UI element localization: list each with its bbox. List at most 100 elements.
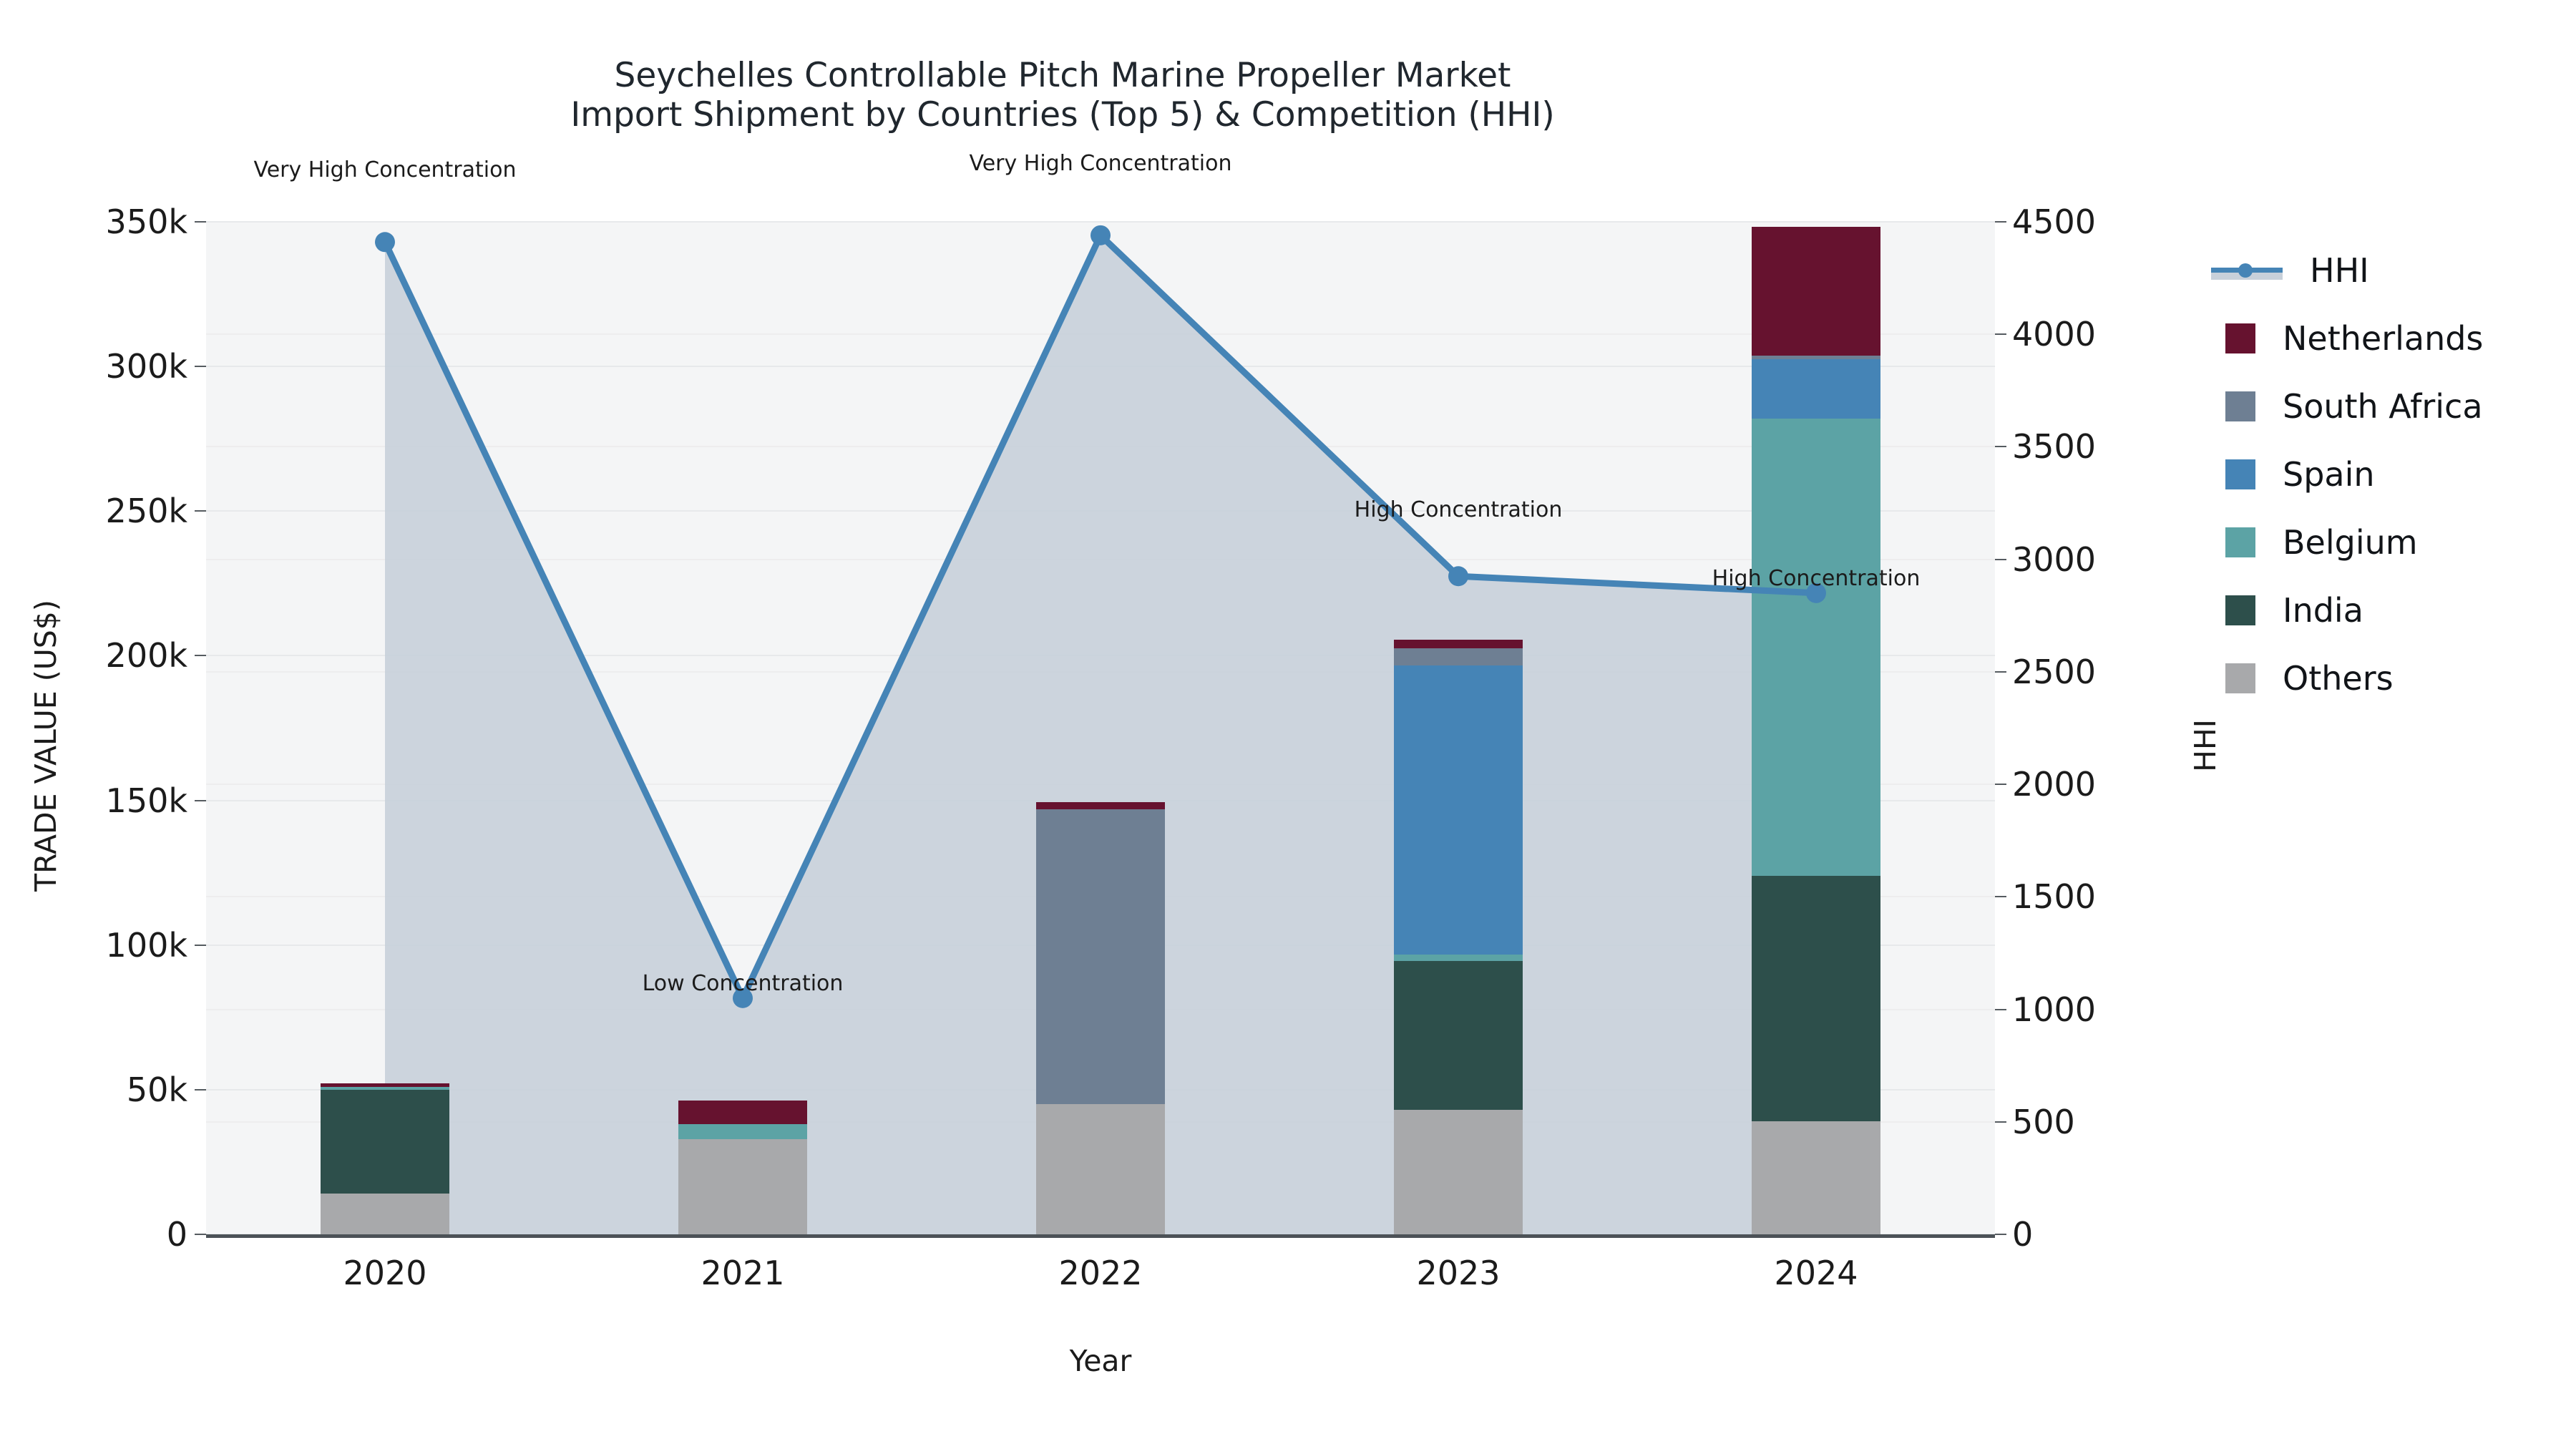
gridline [206, 221, 1995, 223]
y-axis-left-tick-label: 250k [105, 492, 187, 531]
legend-item-south-africa[interactable]: South Africa [2211, 372, 2555, 440]
y-axis-right-tick-mark [1995, 1008, 2006, 1010]
bar-segment-netherlands[interactable] [678, 1100, 807, 1125]
y-axis-right-tick-label: 2000 [2012, 765, 2097, 804]
y-axis-left-tick-mark [195, 221, 206, 223]
bar-segment-india[interactable] [321, 1089, 449, 1194]
bar-2022[interactable] [1036, 222, 1165, 1234]
hhi-marker-2022[interactable] [1091, 225, 1111, 245]
legend-item-hhi[interactable]: HHI [2211, 236, 2555, 304]
bar-2023[interactable] [1394, 222, 1523, 1234]
y-axis-left-tick-label: 50k [126, 1070, 187, 1109]
bar-segment-netherlands[interactable] [1036, 802, 1165, 809]
legend-item-netherlands[interactable]: Netherlands [2211, 304, 2555, 372]
hhi-marker-2020[interactable] [375, 232, 395, 253]
legend-label: India [2283, 590, 2363, 630]
bar-segment-others[interactable] [1394, 1110, 1523, 1234]
legend-label: Netherlands [2283, 318, 2484, 358]
y-axis-right-tick-mark [1995, 1234, 2006, 1235]
y-axis-left-tick-mark [195, 510, 206, 512]
y-axis-left-tick-label: 150k [105, 781, 187, 820]
bar-segment-others[interactable] [1036, 1104, 1165, 1234]
legend-item-spain[interactable]: Spain [2211, 440, 2555, 508]
legend-item-others[interactable]: Others [2211, 644, 2555, 712]
y-axis-right-tick-label: 1000 [2012, 990, 2097, 1029]
plot-area [206, 221, 1995, 1235]
y-axis-left-tick-mark [195, 366, 206, 368]
bar-segment-spain[interactable] [1752, 359, 1880, 419]
legend-label: HHI [2310, 250, 2369, 290]
legend: HHI Netherlands South Africa Spain Belgium In… [2211, 236, 2555, 712]
x-axis-tick-2024: 2024 [1774, 1254, 1858, 1292]
x-axis-line [206, 1234, 1995, 1238]
legend-color-swatch [2225, 663, 2255, 693]
y-axis-right-tick-mark [1995, 446, 2006, 448]
bar-segment-others[interactable] [1752, 1121, 1880, 1234]
legend-label: Spain [2283, 454, 2375, 494]
annotation-2024: High Concentration [1712, 565, 1921, 591]
legend-label: South Africa [2283, 386, 2483, 426]
legend-line-key-icon [2211, 255, 2283, 286]
y-axis-left-tick-label: 300k [105, 347, 187, 386]
bar-segment-belgium[interactable] [321, 1087, 449, 1090]
bar-segment-south-africa[interactable] [1036, 809, 1165, 1105]
legend-color-swatch [2225, 323, 2255, 353]
legend-color-swatch [2225, 391, 2255, 421]
y-axis-left-tick-label: 0 [166, 1215, 187, 1254]
annotation-2023: High Concentration [1354, 497, 1563, 523]
bar-segment-spain[interactable] [1394, 665, 1523, 955]
y-axis-right-tick-label: 4500 [2012, 203, 2097, 241]
y-axis-left-tick-mark [195, 944, 206, 946]
y-axis-right-tick-label: 3000 [2012, 540, 2097, 579]
legend-color-swatch [2225, 459, 2255, 489]
bar-2020[interactable] [321, 222, 449, 1234]
bar-segment-south-africa[interactable] [1752, 356, 1880, 360]
y-axis-right-tick-mark [1995, 784, 2006, 786]
annotation-2020: Very High Concentration [253, 157, 517, 183]
annotation-2022: Very High Concentration [969, 150, 1232, 176]
legend-item-belgium[interactable]: Belgium [2211, 508, 2555, 576]
x-axis-tick-2021: 2021 [701, 1254, 785, 1292]
bar-segment-netherlands[interactable] [321, 1083, 449, 1088]
bar-2021[interactable] [678, 222, 807, 1234]
bar-segment-belgium[interactable] [1752, 418, 1880, 876]
hhi-marker-2023[interactable] [1448, 566, 1468, 587]
bar-segment-india[interactable] [1394, 960, 1523, 1111]
chart-title: Seychelles Controllable Pitch Marine Pro… [0, 56, 2125, 135]
chart-title-line-1: Seychelles Controllable Pitch Marine Pro… [614, 56, 1511, 95]
y-axis-left-tick-label: 350k [105, 203, 187, 241]
bar-segment-south-africa[interactable] [1394, 648, 1523, 666]
chart-title-line-2: Import Shipment by Countries (Top 5) & C… [570, 95, 1555, 135]
x-axis-tick-2023: 2023 [1416, 1254, 1501, 1292]
legend-label: Belgium [2283, 522, 2418, 562]
y-axis-left-tick-mark [195, 1234, 206, 1235]
y-axis-right-tick-mark [1995, 558, 2006, 560]
bar-segment-others[interactable] [321, 1194, 449, 1234]
legend-item-india[interactable]: India [2211, 576, 2555, 644]
y-axis-right-tick-mark [1995, 333, 2006, 336]
bar-segment-others[interactable] [678, 1138, 807, 1234]
bar-segment-netherlands[interactable] [1394, 640, 1523, 648]
bar-segment-netherlands[interactable] [1752, 227, 1880, 356]
bar-segment-belgium[interactable] [678, 1124, 807, 1139]
y-axis-right-tick-mark [1995, 1121, 2006, 1123]
y-axis-left-tick-mark [195, 799, 206, 801]
hhi-line [381, 232, 1820, 1002]
hhi-marker-2021[interactable] [733, 987, 753, 1008]
y-axis-right-tick-label: 500 [2012, 1102, 2075, 1141]
y-axis-left-tick-mark [195, 655, 206, 657]
bar-segment-belgium[interactable] [1394, 955, 1523, 961]
hhi-line-series [375, 225, 1826, 1008]
hhi-marker-2024[interactable] [1806, 582, 1826, 603]
y-axis-left-tick-label: 200k [105, 636, 187, 675]
bar-2024[interactable] [1752, 222, 1880, 1234]
y-axis-right-tick-label: 1500 [2012, 877, 2097, 917]
legend-color-swatch [2225, 527, 2255, 557]
x-axis-title: Year [1069, 1344, 1132, 1378]
x-axis-tick-2020: 2020 [343, 1254, 427, 1292]
annotation-2021: Low Concentration [642, 970, 844, 996]
y-axis-right-tick-label: 4000 [2012, 315, 2097, 354]
y-axis-right-tick-label: 3500 [2012, 427, 2097, 467]
legend-label: Others [2283, 658, 2394, 698]
bar-segment-india[interactable] [1752, 875, 1880, 1122]
